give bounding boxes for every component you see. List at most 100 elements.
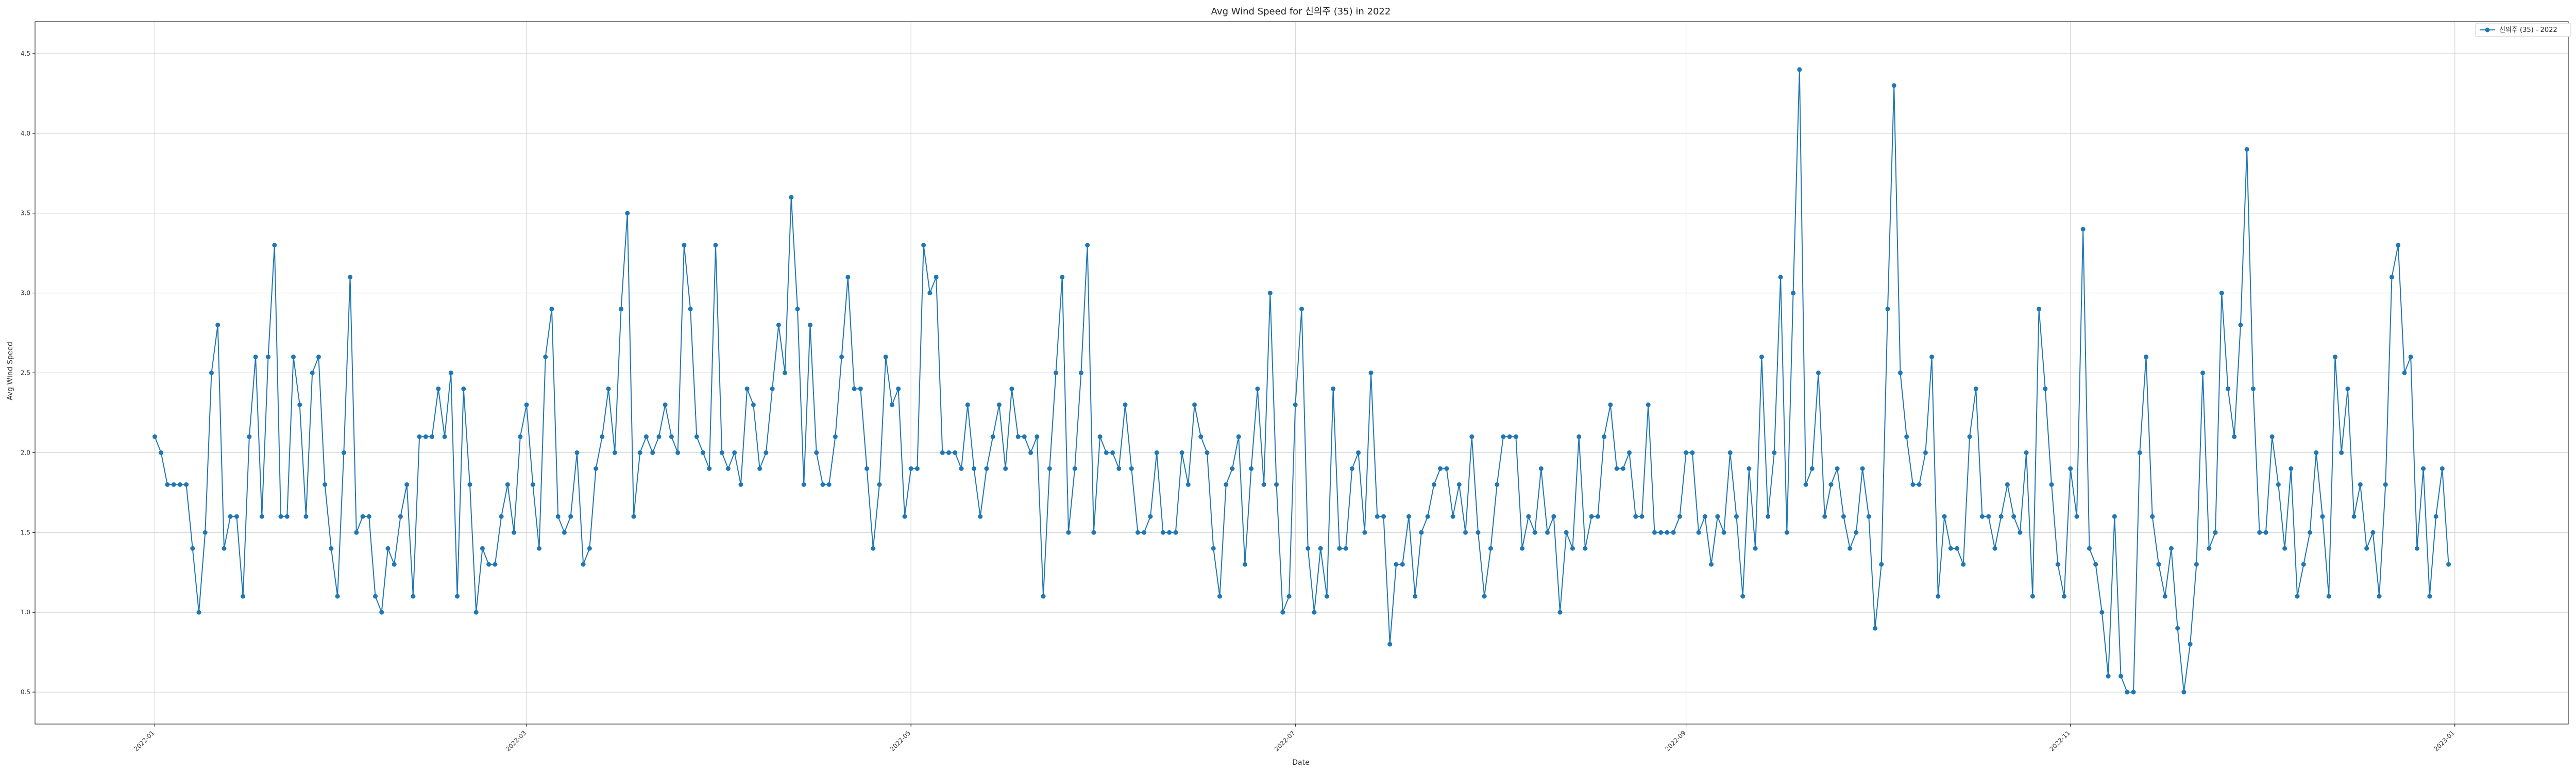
data-point xyxy=(209,371,214,375)
data-point xyxy=(329,546,334,551)
data-point xyxy=(1784,530,1789,535)
data-point xyxy=(2037,307,2042,312)
data-point xyxy=(1671,530,1676,535)
data-point xyxy=(1848,546,1853,551)
data-point xyxy=(2125,690,2130,695)
data-point xyxy=(908,466,913,471)
data-point xyxy=(1501,434,1506,439)
y-tick-label: 2.0 xyxy=(21,449,30,456)
data-point xyxy=(2295,594,2300,599)
data-point xyxy=(1488,546,1493,551)
data-point xyxy=(1860,466,1865,471)
data-point xyxy=(783,371,788,375)
grid xyxy=(35,22,2568,724)
data-point xyxy=(241,594,246,599)
data-point xyxy=(303,514,309,519)
y-tick-label: 0.5 xyxy=(21,688,30,696)
data-point xyxy=(1583,546,1588,551)
data-point xyxy=(1022,434,1027,439)
data-point xyxy=(883,355,888,360)
data-point xyxy=(1740,594,1745,599)
data-point xyxy=(524,402,529,407)
data-point xyxy=(171,482,176,487)
data-point xyxy=(1413,594,1418,599)
data-point xyxy=(448,371,453,375)
data-point xyxy=(1306,546,1311,551)
data-point xyxy=(1267,291,1273,296)
data-point xyxy=(2093,562,2098,567)
data-point xyxy=(2162,594,2167,599)
data-point xyxy=(1557,610,1563,615)
data-point xyxy=(1482,594,1487,599)
data-point xyxy=(2112,514,2117,519)
data-point xyxy=(348,275,353,280)
data-point xyxy=(1135,530,1140,535)
data-point xyxy=(1879,562,1884,567)
data-point xyxy=(392,562,397,567)
data-point xyxy=(1564,530,1569,535)
data-point xyxy=(1463,530,1468,535)
data-point xyxy=(372,594,378,599)
data-point xyxy=(1205,450,1210,455)
data-point xyxy=(1734,514,1739,519)
data-point xyxy=(865,466,870,471)
data-point xyxy=(385,546,391,551)
data-point xyxy=(1015,434,1021,439)
data-point xyxy=(574,450,580,455)
data-point xyxy=(688,307,693,312)
data-point xyxy=(1009,386,1014,391)
data-point xyxy=(1078,371,1083,375)
y-tick-label: 4.0 xyxy=(21,130,30,137)
data-point xyxy=(871,546,876,551)
data-point xyxy=(1948,546,1953,551)
data-point xyxy=(1904,434,1909,439)
data-point xyxy=(600,434,605,439)
data-point xyxy=(1633,514,1638,519)
data-point xyxy=(1456,482,1462,487)
data-point xyxy=(2301,562,2306,567)
data-point xyxy=(1979,514,1985,519)
data-point xyxy=(1349,466,1354,471)
data-point xyxy=(284,514,290,519)
data-point xyxy=(291,355,296,360)
data-point xyxy=(360,514,365,519)
data-point xyxy=(1060,275,1065,280)
data-point xyxy=(789,195,794,200)
data-point xyxy=(770,386,775,391)
data-point xyxy=(2099,610,2105,615)
data-point xyxy=(2358,482,2363,487)
data-point xyxy=(2018,530,2023,535)
data-point xyxy=(2389,275,2395,280)
data-point xyxy=(2244,147,2249,152)
data-point xyxy=(1072,466,1077,471)
data-point xyxy=(896,386,901,391)
data-point xyxy=(1532,530,1537,535)
data-point xyxy=(1570,546,1575,551)
data-point xyxy=(1375,514,1380,519)
data-point xyxy=(2188,642,2193,647)
data-point xyxy=(461,386,466,391)
series xyxy=(152,67,2451,695)
data-point xyxy=(215,323,221,328)
data-point xyxy=(499,514,504,519)
data-point xyxy=(1992,546,1997,551)
data-point xyxy=(2276,482,2281,487)
data-point xyxy=(2396,243,2401,248)
data-point xyxy=(2320,514,2325,519)
data-point xyxy=(2289,466,2294,471)
data-point xyxy=(2005,482,2010,487)
data-point xyxy=(1394,562,1399,567)
data-point xyxy=(2257,530,2262,535)
data-point xyxy=(341,450,346,455)
data-point xyxy=(1702,514,1707,519)
data-point xyxy=(1513,434,1518,439)
data-point xyxy=(1406,514,1411,519)
data-point xyxy=(1450,514,1455,519)
data-point xyxy=(480,546,485,551)
data-point xyxy=(757,466,762,471)
data-point xyxy=(537,546,542,551)
data-point xyxy=(518,434,523,439)
data-point xyxy=(190,546,195,551)
data-point xyxy=(631,514,636,519)
data-point xyxy=(2282,546,2287,551)
